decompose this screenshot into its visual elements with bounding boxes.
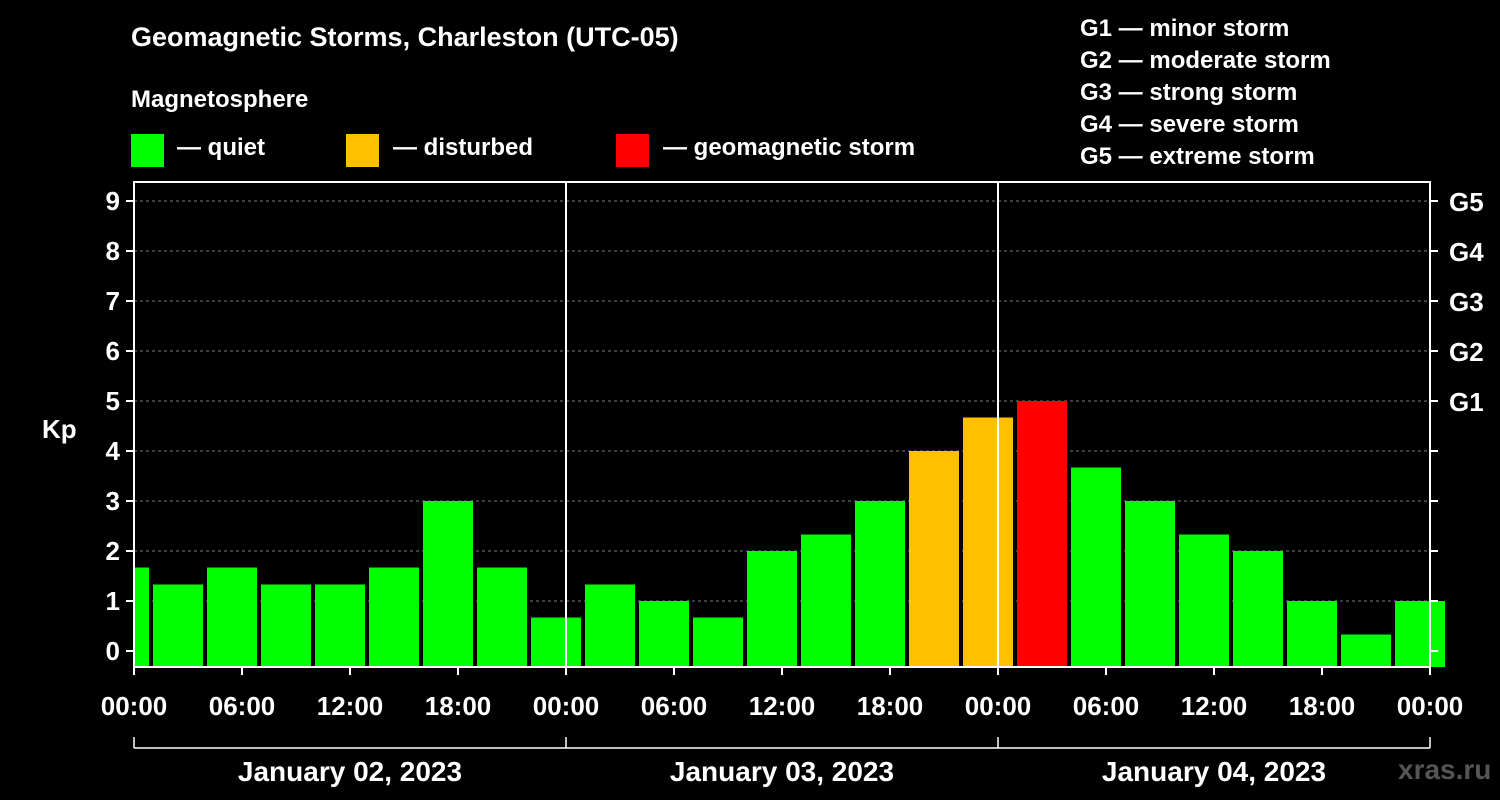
- kp-bar: [261, 584, 311, 667]
- storm-scale-g2: G2 — moderate storm: [1080, 47, 1331, 74]
- kp-bar: [855, 501, 905, 667]
- kp-bar: [1179, 534, 1229, 667]
- x-tick-label: 12:00: [317, 691, 384, 721]
- legend-swatch-disturbed: [346, 134, 379, 167]
- kp-bar: [1071, 467, 1121, 667]
- y-tick-label: 5: [106, 386, 120, 416]
- kp-bar: [801, 534, 851, 667]
- legend-swatch-storm: [616, 134, 649, 167]
- g-level-label: G5: [1449, 187, 1484, 217]
- x-tick-label: 06:00: [1073, 691, 1140, 721]
- legend-label-disturbed: — disturbed: [393, 134, 534, 161]
- kp-bar: [1395, 601, 1445, 667]
- chart-title: Geomagnetic Storms, Charleston (UTC-05): [131, 22, 679, 52]
- g-level-label: G2: [1449, 337, 1484, 367]
- y-tick-label: 1: [106, 586, 120, 616]
- x-tick-label: 06:00: [209, 691, 276, 721]
- kp-bar: [153, 584, 203, 667]
- kp-bar: [477, 567, 527, 667]
- kp-bar: [909, 451, 959, 667]
- storm-scale-g1: G1 — minor storm: [1080, 15, 1290, 42]
- storm-scale-g3: G3 — strong storm: [1080, 79, 1298, 106]
- kp-bar: [693, 617, 743, 667]
- storm-scale-g4: G4 — severe storm: [1080, 111, 1299, 138]
- x-tick-label: 00:00: [533, 691, 600, 721]
- g-level-label: G3: [1449, 287, 1484, 317]
- kp-bar: [1233, 551, 1283, 667]
- kp-bar: [315, 584, 365, 667]
- kp-bar: [1341, 634, 1391, 667]
- kp-bar: [585, 584, 635, 667]
- legend-swatch-quiet: [131, 134, 164, 167]
- legend-subtitle: Magnetosphere: [131, 86, 309, 113]
- legend-label-storm: — geomagnetic storm: [663, 134, 916, 161]
- kp-bar: [963, 417, 1013, 667]
- y-tick-label: 3: [106, 486, 120, 516]
- kp-bar: [135, 567, 149, 667]
- day-label: January 02, 2023: [238, 756, 462, 787]
- kp-bar: [207, 567, 257, 667]
- x-tick-label: 06:00: [641, 691, 708, 721]
- day-label: January 04, 2023: [1102, 756, 1326, 787]
- kp-bar: [369, 567, 419, 667]
- day-label: January 03, 2023: [670, 756, 894, 787]
- x-tick-label: 18:00: [857, 691, 924, 721]
- x-tick-label: 00:00: [965, 691, 1032, 721]
- y-tick-label: 4: [106, 436, 121, 466]
- y-tick-label: 7: [106, 286, 120, 316]
- kp-bar: [1017, 401, 1067, 667]
- kp-bar: [531, 617, 581, 667]
- kp-bar: [747, 551, 797, 667]
- storm-scale-g5: G5 — extreme storm: [1080, 143, 1315, 170]
- g-level-label: G1: [1449, 387, 1484, 417]
- y-tick-label: 8: [106, 236, 120, 266]
- x-tick-label: 12:00: [749, 691, 816, 721]
- y-tick-label: 9: [106, 186, 120, 216]
- x-tick-label: 12:00: [1181, 691, 1248, 721]
- kp-bar: [1287, 601, 1337, 667]
- legend-label-quiet: — quiet: [177, 134, 265, 161]
- kp-bar: [423, 501, 473, 667]
- kp-bar: [639, 601, 689, 667]
- x-tick-label: 00:00: [1397, 691, 1464, 721]
- y-tick-label: 0: [106, 636, 120, 666]
- watermark: xras.ru: [1398, 754, 1492, 785]
- x-tick-label: 18:00: [425, 691, 492, 721]
- x-tick-label: 00:00: [101, 691, 168, 721]
- y-tick-label: 2: [106, 536, 120, 566]
- y-tick-label: 6: [106, 336, 120, 366]
- y-axis-label: Kp: [42, 414, 77, 444]
- kp-bar: [1125, 501, 1175, 667]
- x-tick-label: 18:00: [1289, 691, 1356, 721]
- g-level-label: G4: [1449, 237, 1484, 267]
